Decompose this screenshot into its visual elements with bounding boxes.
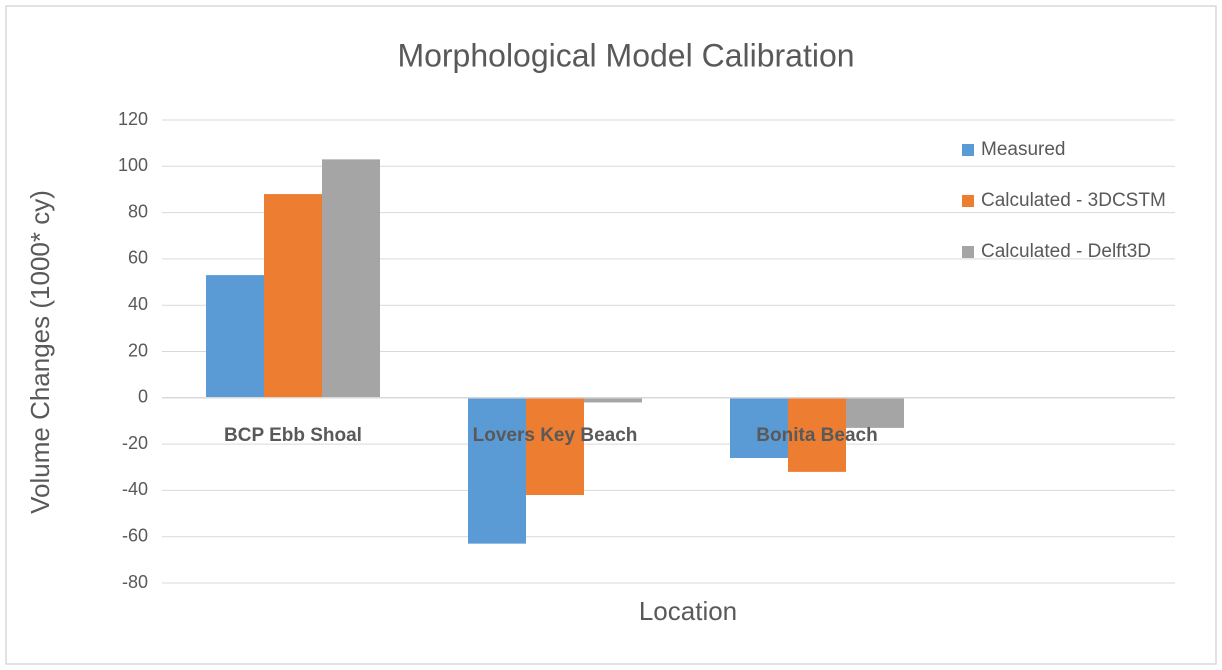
legend-label: Calculated - 3DCSTM: [981, 190, 1166, 211]
legend-swatch: [962, 195, 974, 207]
y-axis-title: Volume Changes (1000* cy): [25, 190, 55, 514]
legend-label: Measured: [981, 139, 1066, 160]
y-tick-label: 20: [128, 340, 148, 360]
y-tick-label: 40: [128, 294, 148, 314]
plot-area: -80 -60 -40 -20 0 20 40 60 80 100 120 BCP Ebb Shoal…: [118, 109, 1175, 592]
y-tick-label: 80: [128, 201, 148, 221]
bar: [468, 397, 526, 544]
legend-label: Calculated - Delft3D: [981, 241, 1151, 262]
bar: [206, 275, 264, 398]
y-tick-label: -20: [122, 433, 148, 453]
chart-title: Morphological Model Calibration: [397, 37, 854, 73]
legend-swatch: [962, 144, 974, 156]
bar: [526, 397, 584, 496]
bar: [584, 397, 642, 403]
x-axis-title: Location: [639, 596, 737, 626]
chart-frame: [5, 5, 1217, 665]
y-tick-label: -60: [122, 525, 148, 545]
y-tick-label: -40: [122, 479, 148, 499]
y-tick-label: 120: [118, 109, 148, 129]
y-tick-label: 100: [118, 155, 148, 175]
x-tick-label: BCP Ebb Shoal: [224, 425, 362, 446]
bar: [730, 397, 788, 458]
x-tick-label: Lovers Key Beach: [473, 425, 638, 446]
bar: [264, 194, 322, 398]
x-tick-label: Bonita Beach: [756, 425, 877, 446]
y-tick-label: -80: [122, 572, 148, 592]
bar: [846, 397, 904, 428]
legend-swatch: [962, 246, 974, 258]
y-tick-label: 0: [138, 387, 148, 407]
y-tick-label: 60: [128, 248, 148, 268]
bar: [322, 159, 380, 398]
bar: [788, 397, 846, 472]
